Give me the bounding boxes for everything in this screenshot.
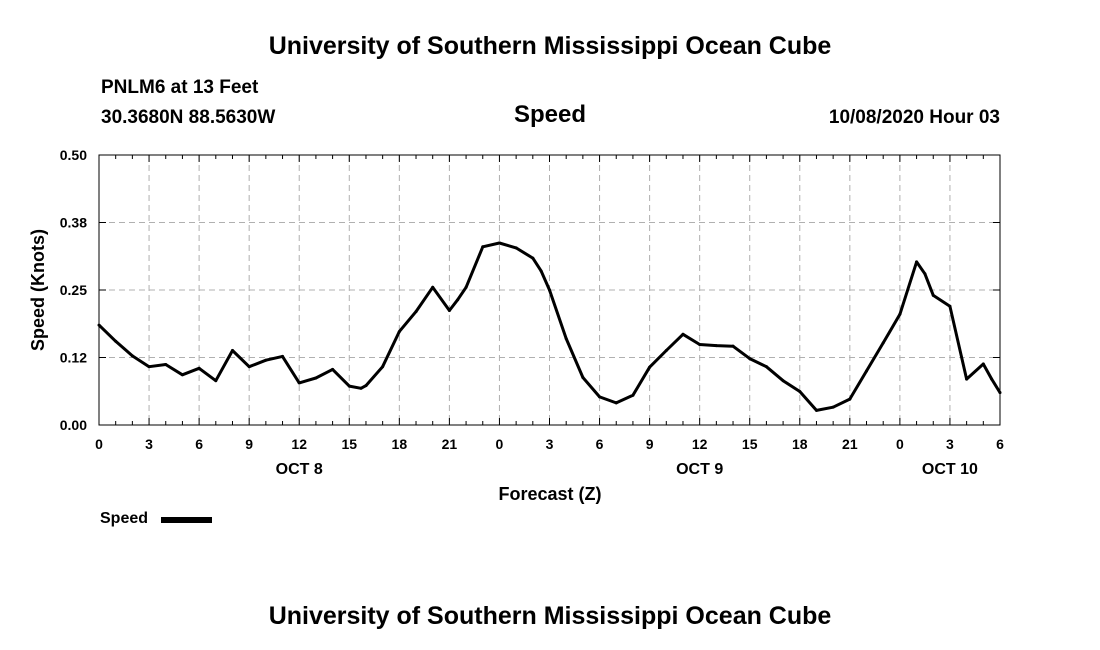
data-point — [965, 377, 969, 381]
data-point — [698, 343, 702, 347]
data-point — [915, 260, 919, 264]
data-point — [598, 395, 602, 399]
data-point — [548, 288, 551, 292]
data-point — [814, 408, 818, 412]
data-point — [464, 285, 468, 289]
data-point — [164, 363, 168, 367]
x-tick-label: 3 — [946, 436, 954, 452]
data-point — [539, 269, 543, 273]
data-point — [347, 384, 351, 388]
data-point — [923, 272, 927, 276]
datetime-label: 10/08/2020 Hour 03 — [828, 107, 1000, 128]
x-tick-label: 6 — [596, 436, 604, 452]
data-point — [497, 241, 501, 245]
data-point — [564, 337, 568, 341]
x-tick-label: 18 — [792, 436, 808, 452]
data-point — [731, 344, 735, 348]
data-point — [931, 293, 935, 297]
variable-label: Speed — [513, 101, 587, 128]
x-tick-label: 21 — [842, 436, 858, 452]
data-point — [364, 384, 368, 388]
data-point — [97, 323, 101, 327]
y-tick-label: 0.50 — [60, 147, 87, 163]
data-point — [631, 393, 635, 397]
x-tick-label: 6 — [195, 436, 203, 452]
data-point — [359, 386, 363, 390]
data-point — [781, 379, 785, 383]
x-tick-label: 15 — [742, 436, 758, 452]
data-point — [197, 366, 201, 370]
data-point — [881, 341, 885, 345]
x-tick-label: 9 — [646, 436, 654, 452]
chart-title: University of Southern Mississippi Ocean… — [268, 32, 832, 60]
x-tick-label: 15 — [341, 436, 357, 452]
data-point — [764, 365, 768, 369]
y-axis-label: Speed (Knots) — [28, 229, 48, 351]
data-point — [848, 397, 852, 401]
data-point — [531, 256, 535, 260]
y-tick-label: 0.00 — [60, 417, 87, 433]
data-point — [614, 401, 618, 405]
x-tick-label: 9 — [245, 436, 253, 452]
data-point — [214, 379, 218, 383]
data-point — [381, 365, 385, 369]
station-label: PNLM6 at 13 Feet — [101, 77, 259, 98]
x-tick-label: 0 — [95, 436, 103, 452]
series-line-speed — [97, 241, 1002, 412]
x-tick-label: 6 — [996, 436, 1004, 452]
data-point — [180, 373, 184, 377]
x-day-label: OCT 8 — [276, 461, 323, 478]
x-tick-label: 18 — [392, 436, 408, 452]
y-tick-label: 0.38 — [60, 215, 87, 231]
data-point — [447, 309, 451, 313]
data-point — [414, 310, 418, 314]
x-day-label: OCT 10 — [922, 461, 978, 478]
data-point — [948, 304, 952, 308]
data-point — [281, 354, 285, 358]
data-point — [114, 339, 118, 343]
data-point — [514, 246, 518, 250]
data-point — [865, 369, 869, 373]
x-tick-label: 12 — [291, 436, 307, 452]
data-point — [431, 285, 435, 289]
data-point — [981, 362, 985, 366]
data-point — [230, 348, 234, 352]
data-point — [681, 332, 685, 336]
location-label: 30.3680N 88.5630W — [101, 107, 276, 128]
x-tick-label: 3 — [145, 436, 153, 452]
x-tick-label: 0 — [496, 436, 504, 452]
data-point — [481, 245, 485, 249]
data-point — [990, 377, 994, 381]
data-point — [397, 330, 401, 334]
data-point — [147, 365, 151, 369]
data-point — [314, 376, 318, 380]
x-tick-label: 21 — [442, 436, 458, 452]
footer-title: University of Southern Mississippi Ocean… — [268, 602, 832, 630]
data-point — [581, 375, 585, 379]
data-point — [898, 312, 902, 316]
x-day-label: OCT 9 — [676, 461, 723, 478]
legend-label: Speed — [100, 510, 149, 527]
data-point — [648, 365, 652, 369]
x-tick-label: 12 — [692, 436, 708, 452]
x-tick-label: 0 — [896, 436, 904, 452]
data-point — [714, 344, 718, 348]
legend-line-swatch — [161, 517, 212, 523]
data-point — [831, 405, 835, 409]
data-point — [247, 365, 251, 369]
data-point — [998, 391, 1002, 395]
data-point — [748, 357, 752, 361]
data-point — [331, 367, 335, 371]
y-tick-label: 0.25 — [60, 282, 87, 298]
data-point — [130, 354, 134, 358]
x-tick-label: 3 — [546, 436, 554, 452]
data-point — [798, 390, 802, 394]
data-point — [664, 348, 668, 352]
data-point — [297, 381, 301, 385]
data-point — [264, 358, 268, 362]
data-point — [456, 298, 460, 302]
y-tick-label: 0.12 — [60, 350, 87, 366]
x-axis-label: Forecast (Z) — [498, 484, 601, 504]
